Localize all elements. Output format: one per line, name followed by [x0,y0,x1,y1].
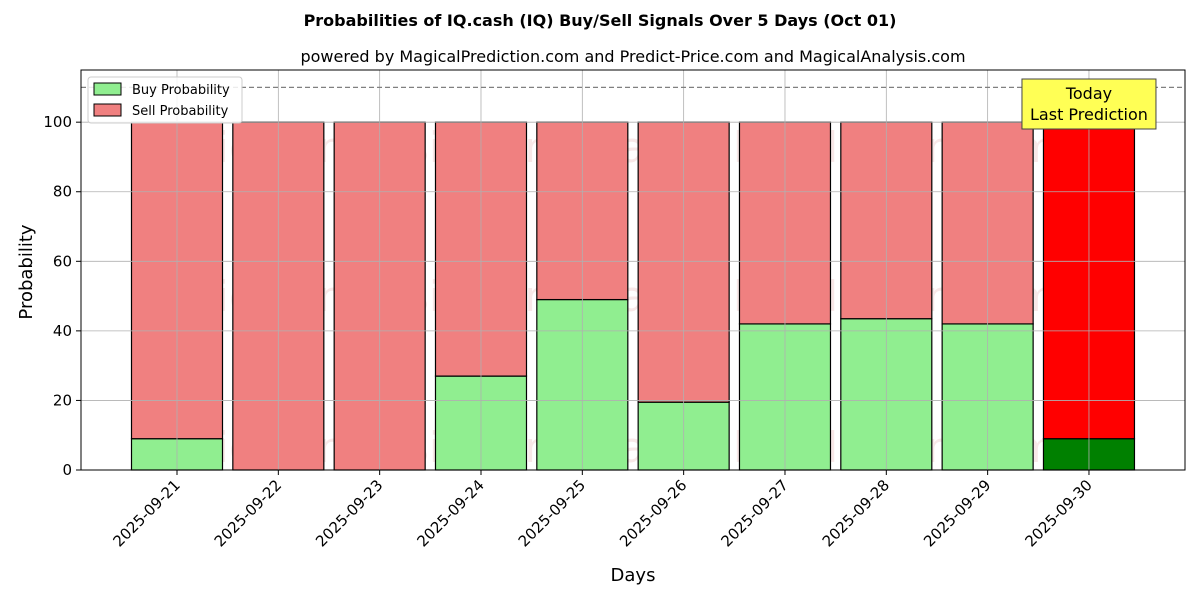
chart-title: Probabilities of IQ.cash (IQ) Buy/Sell S… [304,11,897,30]
legend-box [87,76,243,124]
x-tick-label: 2025-09-30 [1021,476,1095,550]
chart-subtitle: powered by MagicalPrediction.com and Pre… [300,47,965,66]
annotation-box [1021,78,1157,130]
legend-label-sell: Sell Probability [132,104,229,119]
plot-area: MagicalAnalysis.comMagicalPrediction.com… [43,69,1186,550]
x-tick-label: 2025-09-25 [515,476,589,550]
y-tick-label: 20 [53,391,72,409]
x-tick-label: 2025-09-23 [312,476,386,550]
legend-label-buy: Buy Probability [132,83,230,98]
plot-frame [80,69,1186,471]
legend-swatch-sell [93,103,122,117]
x-tick-label: 2025-09-22 [211,476,285,550]
x-axis-label: Days [611,565,656,586]
annotation-text: Today [1065,84,1112,103]
y-tick-label: 0 [62,461,72,479]
y-tick-label: 80 [53,183,72,201]
x-tick-label: 2025-09-21 [109,476,183,550]
x-tick-label: 2025-09-24 [413,476,487,550]
y-tick-label: 60 [53,252,72,270]
y-axis-label: Probability [16,224,37,319]
y-tick-label: 100 [43,113,72,131]
x-tick-label: 2025-09-28 [819,476,893,550]
y-tick-label: 40 [53,322,72,340]
annotation-text: Last Prediction [1030,105,1148,124]
x-tick-label: 2025-09-29 [920,476,994,550]
x-tick-label: 2025-09-26 [616,476,690,550]
x-tick-label: 2025-09-27 [717,476,791,550]
legend-swatch-buy [93,82,122,96]
